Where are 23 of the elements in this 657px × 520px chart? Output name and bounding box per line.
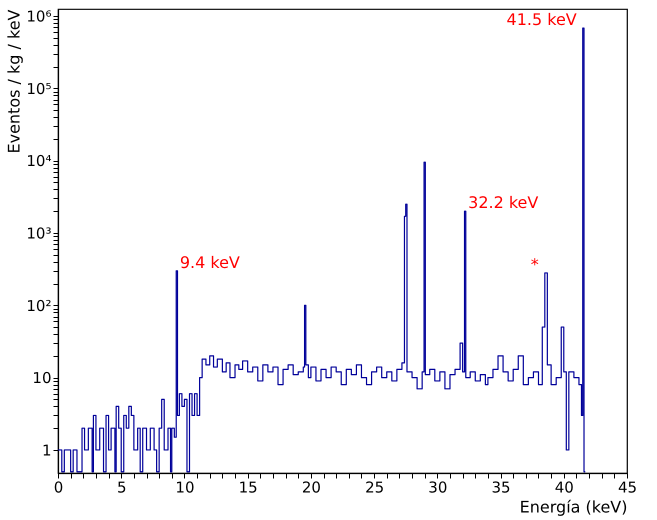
annotation: 32.2 keV — [468, 193, 538, 212]
x-axis-title: Energía (keV) — [520, 498, 628, 516]
y-tick-label: 10⁴ — [26, 152, 52, 170]
x-tick-label: 25 — [365, 478, 384, 496]
x-tick-label: 15 — [238, 478, 258, 496]
y-axis-title: Eventos / kg / keV — [4, 9, 24, 154]
y-tick-label: 10³ — [26, 224, 52, 242]
x-tick-label: 0 — [54, 478, 64, 496]
x-tick-label: 40 — [554, 478, 574, 496]
y-tick-label: 10² — [26, 296, 52, 315]
annotation: * — [530, 254, 539, 274]
y-tick-label: 10 — [32, 369, 52, 388]
y-tick-label: 1 — [42, 441, 52, 460]
x-tick-label: 20 — [302, 478, 321, 496]
x-tick-label: 5 — [116, 478, 126, 496]
x-tick-label: 35 — [492, 478, 511, 496]
y-tick-label: 10⁶ — [26, 8, 52, 26]
y-tick-label: 10⁵ — [26, 80, 52, 98]
x-tick-label: 30 — [428, 478, 448, 496]
x-tick-label: 10 — [175, 478, 194, 496]
annotation: 41.5 keV — [506, 10, 577, 30]
annotation: 9.4 keV — [180, 252, 240, 272]
x-tick-label: 45 — [618, 478, 638, 496]
